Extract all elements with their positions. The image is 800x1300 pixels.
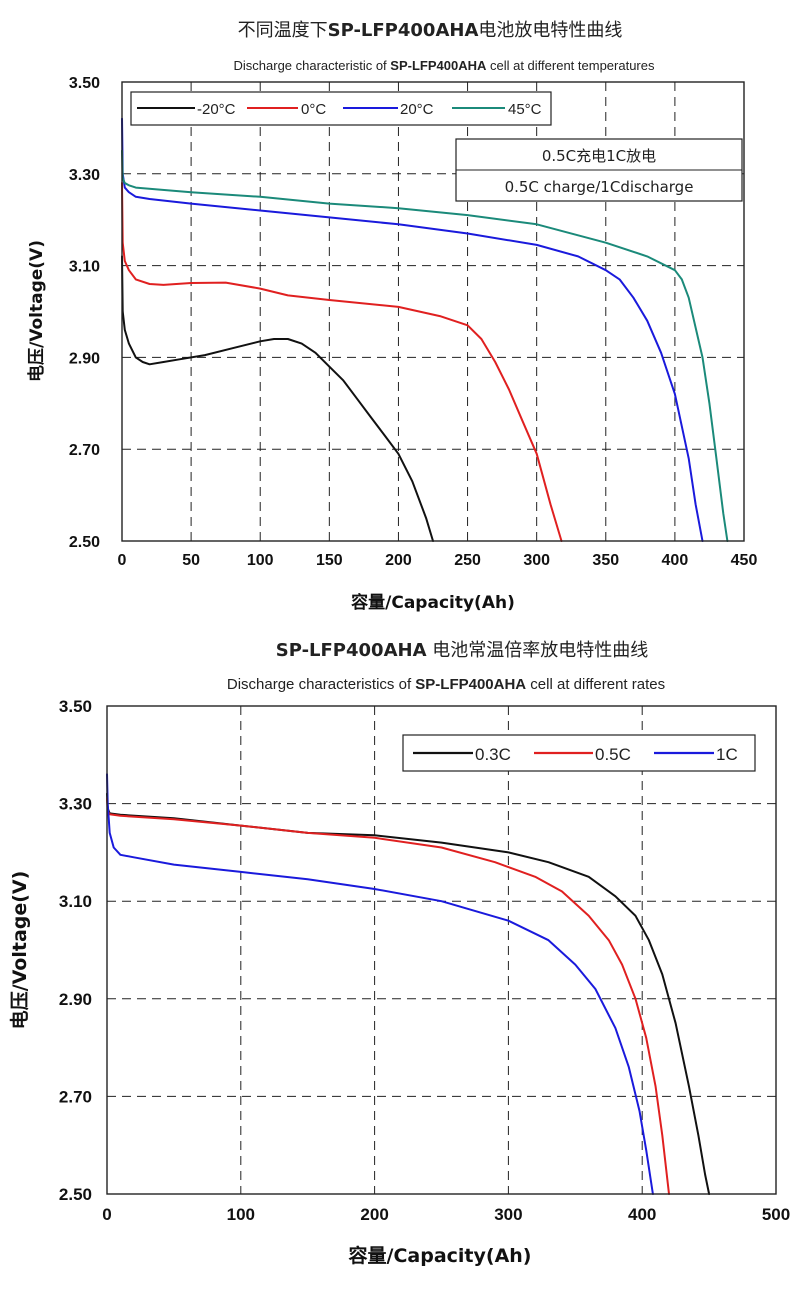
chart1-x-tick-label: 250 — [454, 552, 481, 569]
chart2-x-axis-label: 容量/Capacity(Ah) — [349, 1244, 532, 1267]
chart1-x-axis-label: 容量/Capacity(Ah) — [351, 592, 515, 613]
chart1-x-tick-label: 350 — [592, 552, 619, 569]
chart1-note-line2: 0.5C charge/1Cdischarge — [505, 178, 694, 196]
chart2-subtitle-model: SP-LFP400AHA — [415, 676, 526, 693]
chart2-x-tick-label: 100 — [227, 1205, 255, 1224]
chart2-title-cn-suffix: 电池常温倍率放电特性曲线 — [427, 640, 649, 661]
chart2-y-tick-label: 2.90 — [59, 990, 92, 1009]
chart1-y-axis-label: 电压/Voltage(V) — [26, 240, 47, 382]
chart1-x-tick-label: 450 — [731, 552, 758, 569]
chart2-series — [106, 773, 711, 1195]
chart1-y-tick-label: 3.30 — [69, 167, 100, 184]
chart1-x-tick-label: 400 — [662, 552, 689, 569]
chart2-y-tick-labels: 2.50 2.70 2.90 3.10 3.30 3.50 — [59, 697, 92, 1204]
chart1-title-model: SP-LFP400AHA — [328, 20, 479, 41]
chart1-series — [121, 117, 729, 542]
chart1-condition-note: 0.5C充电1C放电 0.5C charge/1Cdischarge — [455, 138, 743, 202]
chart1-subtitle-suffix: cell at different temperatures — [486, 58, 655, 73]
series-line-0-5c — [106, 797, 670, 1195]
legend-label-minus20c: -20°C — [197, 101, 236, 118]
chart-temperature: 不同温度下SP-LFP400AHA电池放电特性曲线 Discharge char… — [26, 20, 757, 613]
chart2-subtitle: Discharge characteristics of SP-LFP400AH… — [227, 676, 665, 693]
chart1-title-cn-suffix: 电池放电特性曲线 — [478, 20, 622, 41]
chart2-x-tick-labels: 0 100 200 300 400 500 — [102, 1205, 790, 1224]
chart2-x-tick-label: 200 — [360, 1205, 388, 1224]
chart1-y-tick-labels: 2.50 2.70 2.90 3.10 3.30 3.50 — [69, 75, 100, 551]
chart1-y-tick-label: 3.50 — [69, 75, 100, 92]
chart1-title: 不同温度下SP-LFP400AHA电池放电特性曲线 — [238, 20, 623, 41]
chart2-y-tick-label: 3.30 — [59, 795, 92, 814]
legend-label-1c: 1C — [716, 745, 738, 764]
chart2-plot-frame — [106, 705, 777, 1195]
chart1-y-tick-label: 3.10 — [69, 259, 100, 276]
chart1-legend-box — [130, 91, 552, 126]
series-line-1c — [106, 773, 654, 1195]
series-line-0c — [121, 182, 563, 542]
chart1-subtitle-model: SP-LFP400AHA — [390, 58, 487, 73]
chart1-y-tick-label: 2.70 — [69, 442, 100, 459]
legend-label-45c: 45°C — [508, 101, 542, 118]
chart2-y-tick-label: 2.70 — [59, 1087, 92, 1106]
chart1-subtitle: Discharge characteristic of SP-LFP400AHA… — [234, 58, 655, 73]
chart2-legend: 0.3C 0.5C 1C — [402, 734, 756, 772]
chart1-title-cn-prefix: 不同温度下 — [238, 20, 328, 41]
chart1-y-tick-label: 2.90 — [69, 350, 100, 367]
chart1-y-tick-label: 2.50 — [69, 534, 100, 551]
chart2-y-axis-label: 电压/Voltage(V) — [8, 871, 31, 1030]
series-line-20c — [121, 117, 704, 542]
series-line-0-3c — [106, 792, 711, 1195]
chart2-y-tick-label: 3.50 — [59, 697, 92, 716]
chart1-plot-frame — [121, 81, 745, 542]
chart1-x-tick-label: 200 — [385, 552, 412, 569]
chart1-x-tick-label: 100 — [247, 552, 274, 569]
chart1-x-tick-label: 300 — [523, 552, 550, 569]
series-line-minus20c — [121, 255, 434, 542]
chart2-subtitle-suffix: cell at different rates — [526, 676, 665, 693]
chart2-x-tick-label: 0 — [102, 1205, 111, 1224]
chart1-x-tick-labels: 0 50 100 150 200 250 300 350 400 450 — [118, 552, 758, 569]
chart1-x-tick-label: 50 — [182, 552, 200, 569]
chart2-x-tick-label: 500 — [762, 1205, 790, 1224]
chart2-x-tick-label: 300 — [494, 1205, 522, 1224]
legend-label-20c: 20°C — [400, 101, 434, 118]
chart2-title-model: SP-LFP400AHA — [276, 640, 427, 661]
chart1-x-tick-label: 150 — [316, 552, 343, 569]
chart1-legend: -20°C 0°C 20°C 45°C — [130, 91, 552, 126]
chart2-y-tick-label: 3.10 — [59, 892, 92, 911]
chart1-subtitle-prefix: Discharge characteristic of — [234, 58, 391, 73]
chart2-subtitle-prefix: Discharge characteristics of — [227, 676, 415, 693]
chart2-y-tick-label: 2.50 — [59, 1185, 92, 1204]
chart-rates: SP-LFP400AHA 电池常温倍率放电特性曲线 Discharge char… — [8, 640, 790, 1267]
chart2-x-tick-label: 400 — [628, 1205, 656, 1224]
legend-label-0-3c: 0.3C — [475, 745, 511, 764]
chart2-grid — [107, 706, 776, 1194]
chart2-title: SP-LFP400AHA 电池常温倍率放电特性曲线 — [276, 640, 649, 661]
legend-label-0c: 0°C — [301, 101, 326, 118]
legend-label-0-5c: 0.5C — [595, 745, 631, 764]
series-line-45c — [121, 149, 729, 542]
chart1-x-tick-label: 0 — [118, 552, 127, 569]
chart1-note-line1: 0.5C充电1C放电 — [542, 147, 656, 165]
